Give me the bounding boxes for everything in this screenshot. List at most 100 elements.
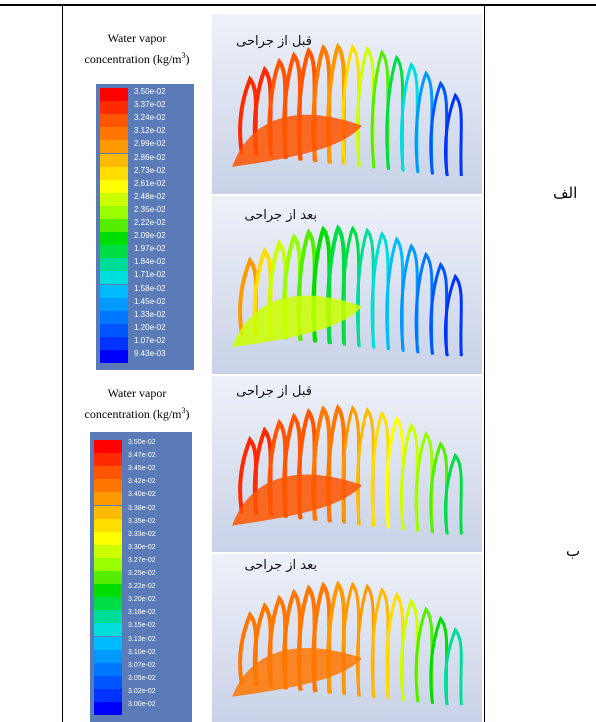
legend-tick-label: 9.43e-03	[134, 349, 166, 358]
legend-swatch	[94, 688, 122, 702]
legend-swatch	[94, 636, 122, 650]
legend-tick-label: 3.15e-02	[128, 622, 156, 630]
legend-title-text: concentration (kg/m	[84, 52, 182, 66]
legend-title-line1: Water vapor	[107, 31, 167, 45]
row-label-alef: الف	[553, 184, 578, 202]
legend-swatch	[100, 350, 128, 364]
legend-tick-label: 3.27e-02	[128, 556, 156, 564]
legend-tick-label: 2.09e-02	[134, 231, 166, 241]
legend-swatch	[100, 271, 128, 285]
airway-slice	[326, 224, 346, 345]
legend-tick-label: 1.71e-02	[134, 270, 166, 280]
legend-tick-label: 2.99e-02	[134, 139, 166, 149]
legend-title-close: )	[185, 407, 190, 421]
legend-tick-label: 3.20e-02	[128, 596, 156, 604]
legend-swatch	[94, 623, 122, 637]
legend-tick-label: 2.61e-02	[134, 178, 166, 188]
airway-slice	[443, 627, 463, 706]
legend-tick-label: 3.05e-02	[128, 674, 156, 682]
legend-title-line2: concentration (kg/m3)	[62, 402, 212, 423]
legend-swatch	[100, 258, 128, 272]
legend-swatch	[94, 675, 122, 689]
legend-swatch	[100, 166, 128, 180]
legend-title-close: )	[185, 52, 190, 66]
legend-swatch	[94, 702, 122, 716]
legend-title-line2: concentration (kg/m3)	[62, 47, 212, 68]
legend-swatch	[94, 557, 122, 571]
table-divider-left	[62, 6, 63, 722]
after-surgery-caption: بعد از جراحی	[244, 208, 317, 223]
legend-tick-label: 3.50e-02	[128, 439, 156, 446]
airway-slice	[326, 42, 346, 164]
legend-tick-label: 1.07e-02	[134, 335, 166, 345]
legend-swatch	[94, 518, 122, 532]
legend-tick-label: 2.86e-02	[134, 152, 166, 162]
legend-swatch	[94, 531, 122, 545]
legend-tick-label: 3.24e-02	[134, 113, 166, 123]
legend-swatch	[100, 245, 128, 259]
legend-tick-label: 3.38e-02	[128, 504, 156, 512]
legend-tick-label: 3.40e-02	[128, 491, 156, 499]
legend-tick-label: 3.45e-02	[128, 465, 156, 473]
legend-tick-label: 3.25e-02	[128, 570, 156, 577]
legend-tick-label: 3.18e-02	[128, 609, 156, 617]
legend-tick-label: 1.45e-02	[134, 296, 166, 306]
legend-swatch	[94, 479, 122, 493]
legend-tick-label: 3.33e-02	[128, 530, 156, 538]
after-surgery-caption: بعد از جراحی	[244, 558, 317, 573]
legend-title-sup: 3	[181, 406, 186, 415]
row-label-be: ب	[566, 542, 581, 560]
table-top-rule	[0, 4, 596, 6]
airway-body	[232, 114, 362, 167]
legend-tick-label: 1.20e-02	[134, 322, 166, 332]
legend-title-sup: 3	[181, 51, 186, 60]
legend-swatch	[94, 597, 122, 611]
legend-swatch	[100, 140, 128, 154]
legend-title: Water vapor concentration (kg/m3)	[62, 30, 212, 68]
legend-swatch	[100, 192, 128, 206]
after-surgery-view: بعد از جراحی	[212, 554, 482, 722]
legend-swatch	[94, 610, 122, 624]
legend-tick-label: 3.02e-02	[128, 687, 156, 695]
legend-tick-label: 3.42e-02	[128, 478, 156, 486]
legend-swatch	[94, 466, 122, 480]
before-surgery-view: قبل از جراحی	[212, 376, 482, 552]
legend-tick-label: 3.00e-02	[128, 701, 156, 708]
legend-tick-label: 3.22e-02	[128, 583, 156, 591]
table-divider-right	[484, 6, 485, 722]
after-surgery-view: بعد از جراحی	[212, 196, 482, 374]
legend-swatch	[100, 336, 128, 350]
airway-plot-before	[232, 403, 463, 535]
legend-tick-label: 1.33e-02	[134, 309, 166, 319]
legend-tick-label: 1.84e-02	[134, 257, 166, 267]
legend-tick-label: 2.22e-02	[134, 218, 166, 227]
legend-swatch	[94, 584, 122, 598]
legend-tick-label: 3.30e-02	[128, 543, 156, 551]
legend-tick-label: 3.10e-02	[128, 648, 156, 656]
airway-plot-after	[232, 580, 463, 706]
airway-body	[232, 295, 362, 348]
legend-swatch	[94, 649, 122, 663]
legend-swatch	[94, 440, 122, 454]
before-surgery-caption: قبل از جراحی	[236, 384, 312, 399]
legend-swatch	[94, 492, 122, 506]
legend-swatch	[94, 505, 122, 519]
legend-swatch	[100, 114, 128, 128]
legend-swatch	[100, 284, 128, 298]
legend-swatch	[94, 662, 122, 676]
legend-swatch	[94, 453, 122, 467]
airway-slice	[443, 452, 463, 535]
legend-title: Water vapor concentration (kg/m3)	[62, 385, 212, 423]
airway-slice	[326, 580, 346, 694]
legend-tick-label: 3.07e-02	[128, 661, 156, 669]
airway-plot-before	[232, 42, 463, 177]
legend-swatch	[94, 544, 122, 558]
legend-swatch	[100, 101, 128, 115]
legend-tick-label: 3.37e-02	[134, 100, 166, 110]
legend-swatch	[100, 88, 128, 102]
legend-tick-label: 3.12e-02	[134, 126, 166, 136]
legend-swatch	[100, 297, 128, 311]
airway-slice	[443, 92, 463, 177]
airway-body	[232, 648, 362, 697]
legend-swatch	[100, 323, 128, 337]
